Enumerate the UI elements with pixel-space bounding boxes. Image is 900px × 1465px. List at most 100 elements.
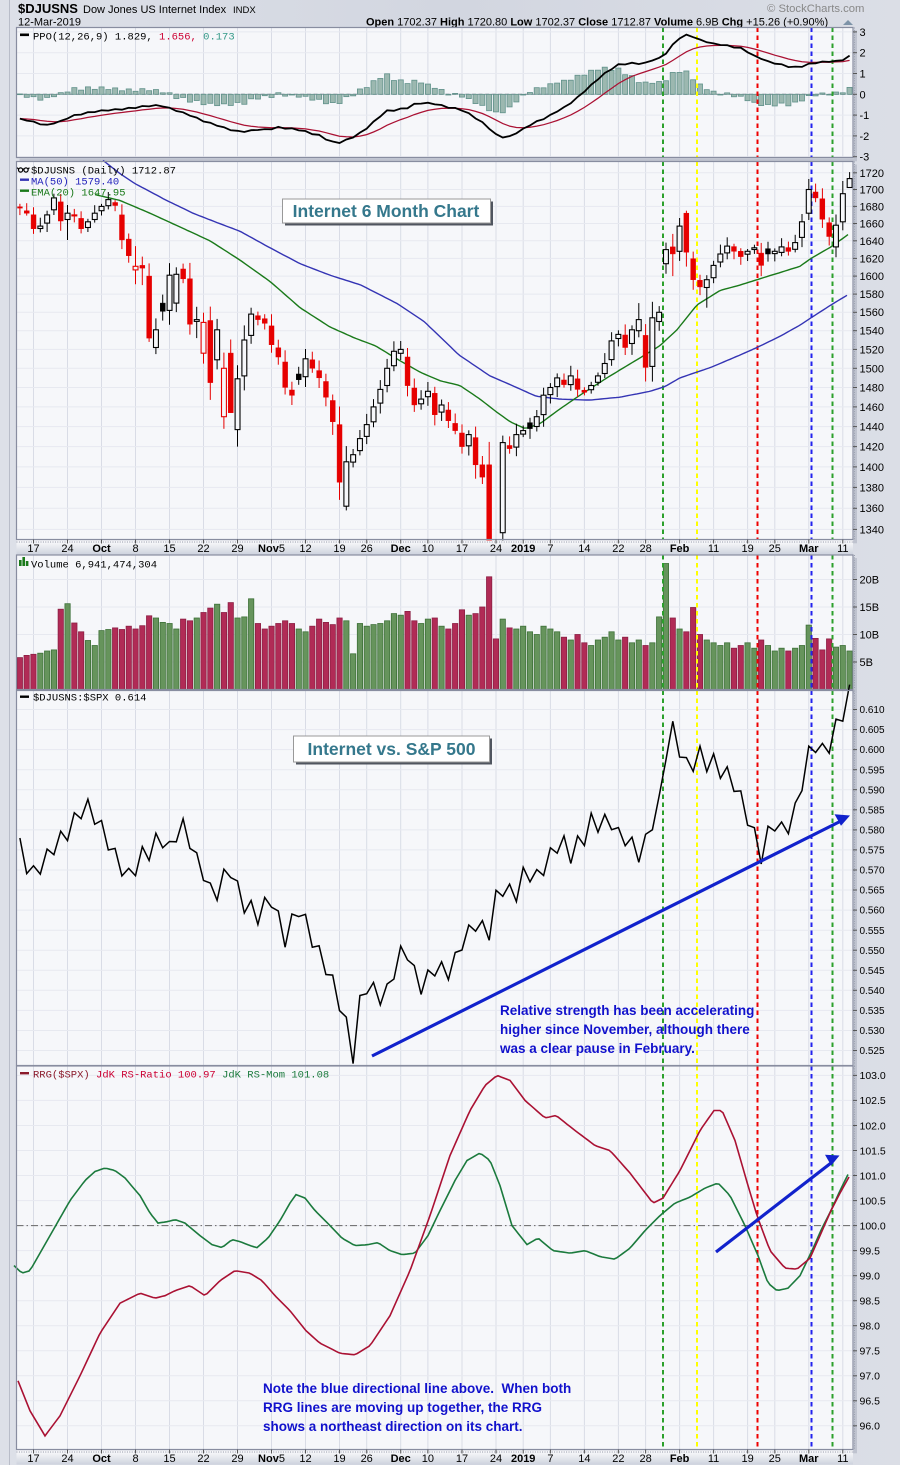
svg-text:RRG lines are moving up togeth: RRG lines are moving up together, the RR… <box>263 1400 542 1415</box>
svg-text:Internet vs. S&P 500: Internet vs. S&P 500 <box>308 739 476 759</box>
svg-text:17: 17 <box>27 543 39 555</box>
svg-text:102.0: 102.0 <box>860 1120 886 1132</box>
svg-text:7: 7 <box>547 543 553 555</box>
svg-text:Volume 6,941,474,304: Volume 6,941,474,304 <box>31 560 157 572</box>
svg-text:5B: 5B <box>860 657 873 669</box>
svg-text:-1: -1 <box>860 110 870 122</box>
svg-text:1600: 1600 <box>860 271 884 283</box>
svg-text:1720: 1720 <box>860 168 884 180</box>
svg-text:$DJUSNS (Daily) 1712.87: $DJUSNS (Daily) 1712.87 <box>31 166 176 178</box>
svg-text:PPO(12,26,9) 1.829, 1.656, 0.1: PPO(12,26,9) 1.829, 1.656, 0.173 <box>33 32 235 44</box>
svg-text:19: 19 <box>333 543 345 555</box>
svg-text:14: 14 <box>578 1453 590 1465</box>
svg-text:0.590: 0.590 <box>860 785 885 796</box>
svg-text:1: 1 <box>860 69 866 81</box>
svg-text:0.560: 0.560 <box>860 906 885 917</box>
svg-text:10: 10 <box>422 543 434 555</box>
svg-text:Nov5: Nov5 <box>258 543 285 555</box>
svg-text:99.5: 99.5 <box>860 1245 881 1257</box>
svg-text:22: 22 <box>612 543 624 555</box>
svg-text:17: 17 <box>27 1453 39 1465</box>
svg-text:15B: 15B <box>860 602 880 614</box>
svg-text:15: 15 <box>163 1453 175 1465</box>
svg-text:0.575: 0.575 <box>860 846 885 857</box>
svg-text:12: 12 <box>299 543 311 555</box>
svg-text:11: 11 <box>837 1453 848 1465</box>
svg-text:1640: 1640 <box>860 236 884 248</box>
svg-text:Dec: Dec <box>391 543 411 555</box>
svg-text:11: 11 <box>708 543 719 555</box>
svg-text:17: 17 <box>456 543 468 555</box>
svg-text:0.595: 0.595 <box>860 765 885 776</box>
svg-text:10: 10 <box>422 1453 434 1465</box>
svg-text:Dow Jones US Internet Index: Dow Jones US Internet Index <box>83 4 227 16</box>
svg-text:0.525: 0.525 <box>860 1046 885 1057</box>
svg-text:24: 24 <box>490 543 502 555</box>
svg-text:0.565: 0.565 <box>860 886 885 897</box>
svg-text:11: 11 <box>837 543 848 555</box>
svg-text:1420: 1420 <box>860 442 884 454</box>
svg-text:Internet 6 Month Chart: Internet 6 Month Chart <box>293 201 480 221</box>
svg-text:0.530: 0.530 <box>860 1026 885 1037</box>
svg-text:Nov5: Nov5 <box>258 1453 285 1465</box>
svg-text:-3: -3 <box>860 152 870 164</box>
svg-text:1540: 1540 <box>860 326 884 338</box>
svg-text:1680: 1680 <box>860 201 884 213</box>
svg-text:1660: 1660 <box>860 219 884 231</box>
svg-text:1500: 1500 <box>860 363 884 375</box>
svg-text:25: 25 <box>769 543 781 555</box>
svg-text:1700: 1700 <box>860 185 884 197</box>
svg-text:MA(50) 1579.40: MA(50) 1579.40 <box>31 177 119 189</box>
svg-text:2019: 2019 <box>511 1453 535 1465</box>
svg-text:higher since November, althoug: higher since November, although there <box>500 1022 750 1037</box>
svg-text:14: 14 <box>578 543 590 555</box>
svg-text:$DJUSNS: $DJUSNS <box>18 1 78 16</box>
svg-text:22: 22 <box>197 543 209 555</box>
svg-text:97.0: 97.0 <box>860 1371 881 1383</box>
svg-text:0.550: 0.550 <box>860 946 885 957</box>
svg-text:1380: 1380 <box>860 482 884 494</box>
svg-text:8: 8 <box>132 543 138 555</box>
svg-text:Feb: Feb <box>670 543 690 555</box>
svg-text:RRG($SPX) JdK RS-Ratio 100.97: RRG($SPX) JdK RS-Ratio 100.97 JdK RS-Mom… <box>33 1070 329 1082</box>
svg-text:Open 1702.37 High 1720.80 Low: Open 1702.37 High 1720.80 Low 1702.37 Cl… <box>366 17 828 29</box>
svg-text:2019: 2019 <box>511 543 535 555</box>
svg-text:0.535: 0.535 <box>860 1006 885 1017</box>
svg-text:26: 26 <box>361 543 373 555</box>
svg-text:10B: 10B <box>860 630 880 642</box>
svg-text:98.0: 98.0 <box>860 1321 881 1333</box>
svg-text:© StockCharts.com: © StockCharts.com <box>767 3 864 15</box>
svg-text:0.570: 0.570 <box>860 866 885 877</box>
svg-text:24: 24 <box>490 1453 502 1465</box>
svg-text:3: 3 <box>860 27 866 39</box>
svg-text:0.600: 0.600 <box>860 745 885 756</box>
svg-text:1400: 1400 <box>860 462 884 474</box>
svg-text:-2: -2 <box>860 131 870 143</box>
svg-text:1560: 1560 <box>860 307 884 319</box>
svg-text:EMA(20) 1647.95: EMA(20) 1647.95 <box>31 188 126 200</box>
svg-text:Feb: Feb <box>670 1453 690 1465</box>
svg-text:1360: 1360 <box>860 503 884 515</box>
svg-text:24: 24 <box>61 543 73 555</box>
svg-text:2: 2 <box>860 48 866 60</box>
svg-text:19: 19 <box>741 543 753 555</box>
svg-text:100.5: 100.5 <box>860 1195 886 1207</box>
svg-text:19: 19 <box>333 1453 345 1465</box>
svg-text:29: 29 <box>231 543 243 555</box>
svg-text:Mar: Mar <box>799 1453 819 1465</box>
svg-text:102.5: 102.5 <box>860 1095 886 1107</box>
svg-text:101.5: 101.5 <box>860 1145 886 1157</box>
svg-text:20B: 20B <box>860 575 880 587</box>
svg-text:103.0: 103.0 <box>860 1070 886 1082</box>
svg-text:28: 28 <box>639 1453 651 1465</box>
svg-text:19: 19 <box>741 1453 753 1465</box>
svg-text:$DJUSNS:$SPX 0.614: $DJUSNS:$SPX 0.614 <box>33 693 146 705</box>
svg-text:100.0: 100.0 <box>860 1220 886 1232</box>
svg-text:12: 12 <box>299 1453 311 1465</box>
svg-text:1480: 1480 <box>860 382 884 394</box>
svg-text:22: 22 <box>197 1453 209 1465</box>
svg-text:12-Mar-2019: 12-Mar-2019 <box>18 17 81 29</box>
svg-text:17: 17 <box>456 1453 468 1465</box>
svg-text:29: 29 <box>231 1453 243 1465</box>
svg-text:Mar: Mar <box>799 543 819 555</box>
